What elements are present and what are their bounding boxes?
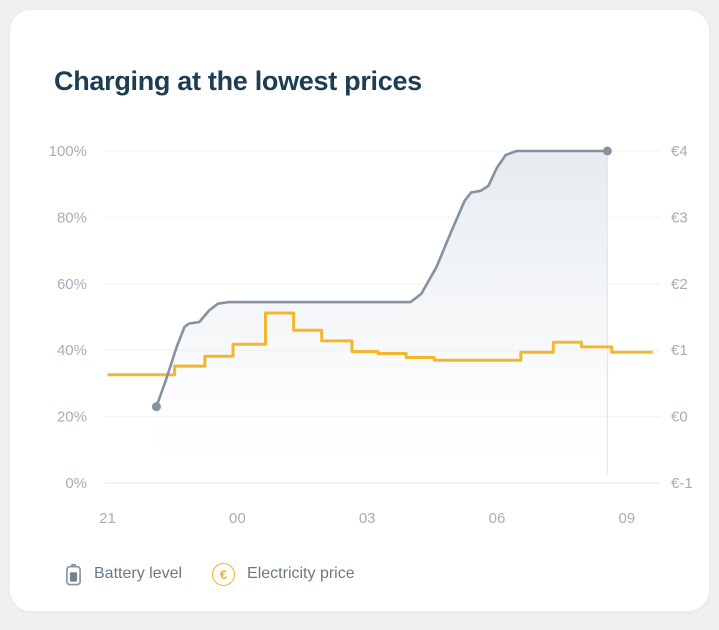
left-axis-tick: 40% — [57, 342, 87, 359]
chart-canvas: 100% €4 80% €3 60% €2 40% €1 20% €0 0% €-1 21 00 03 06 0… — [49, 143, 693, 527]
x-axis-tick: 09 — [619, 510, 636, 527]
euro-icon: € — [212, 562, 236, 586]
right-axis-tick: €0 — [671, 409, 688, 426]
right-axis-tick: €-1 — [671, 475, 693, 492]
battery-area — [156, 151, 608, 483]
series-layer — [107, 146, 653, 483]
x-axis-tick: 00 — [229, 510, 246, 527]
battery-end-dot — [602, 146, 612, 156]
legend-item-price: € Electricity price — [212, 562, 355, 586]
battery-line — [155, 149, 609, 408]
page-title: Charging at the lowest prices — [54, 66, 422, 96]
legend-label-battery: Battery level — [94, 565, 183, 582]
chart-legend: Battery level € Electricity price — [65, 560, 355, 588]
right-axis-tick: €3 — [671, 209, 688, 226]
right-axis-tick: €2 — [671, 276, 688, 293]
x-axis-tick: 03 — [359, 510, 376, 527]
price-line — [107, 311, 653, 377]
chart-card: Charging at the lowest prices 100% €4 80% €… — [9, 9, 710, 612]
legend-item-battery: Battery level — [65, 563, 182, 586]
left-axis-tick: 0% — [65, 475, 87, 492]
battery-icon — [66, 563, 81, 585]
left-axis-tick: 100% — [49, 143, 87, 160]
left-axis-tick: 60% — [57, 276, 87, 293]
right-axis-tick: €4 — [671, 143, 688, 160]
x-axis-tick: 21 — [99, 510, 116, 527]
legend-label-price: Electricity price — [247, 565, 355, 582]
left-axis-tick: 80% — [57, 209, 87, 226]
x-axis-tick: 06 — [489, 510, 506, 527]
axis-label-layer: 100% €4 80% €3 60% €2 40% €1 20% €0 0% €-1 21 00 03 06 0… — [49, 143, 693, 527]
left-axis-tick: 20% — [57, 409, 87, 426]
right-axis-tick: €1 — [671, 342, 688, 359]
battery-start-dot — [151, 402, 161, 412]
